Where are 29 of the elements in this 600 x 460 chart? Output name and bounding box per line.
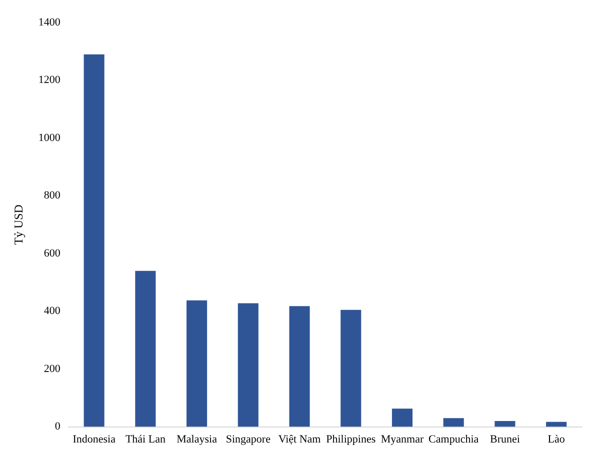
y-tick-label: 1000 bbox=[38, 132, 61, 144]
x-tick-label: Myanmar bbox=[380, 433, 424, 446]
y-axis-title: Tỷ USD bbox=[11, 204, 26, 245]
x-tick-label: Thái Lan bbox=[125, 433, 166, 446]
x-tick-label: Brunei bbox=[490, 433, 520, 446]
x-tick-label: Indonesia bbox=[72, 433, 116, 446]
x-tick-label: Campuchia bbox=[428, 433, 479, 446]
bar bbox=[443, 418, 464, 427]
bar bbox=[289, 306, 310, 427]
x-tick-label: Malaysia bbox=[176, 433, 218, 446]
bar bbox=[84, 54, 104, 427]
y-tick-label: 1200 bbox=[38, 74, 61, 86]
y-tick-label: 1400 bbox=[38, 16, 61, 28]
bar bbox=[238, 303, 258, 427]
bar bbox=[340, 310, 362, 427]
bar bbox=[494, 421, 516, 427]
bar bbox=[546, 422, 567, 427]
bar bbox=[186, 300, 208, 427]
x-tick-label: Lào bbox=[548, 433, 566, 446]
x-tick-label: Singapore bbox=[226, 433, 271, 446]
bar bbox=[392, 408, 413, 427]
y-tick-label: 0 bbox=[54, 420, 61, 433]
y-tick-label: 800 bbox=[44, 190, 61, 202]
y-tick-label: 200 bbox=[44, 362, 61, 375]
y-tick-label: 600 bbox=[44, 247, 61, 260]
y-tick-label: 400 bbox=[44, 305, 61, 318]
bar bbox=[135, 270, 156, 427]
x-tick-label: Philippines bbox=[326, 433, 376, 446]
x-tick-label: Việt Nam bbox=[278, 433, 322, 446]
